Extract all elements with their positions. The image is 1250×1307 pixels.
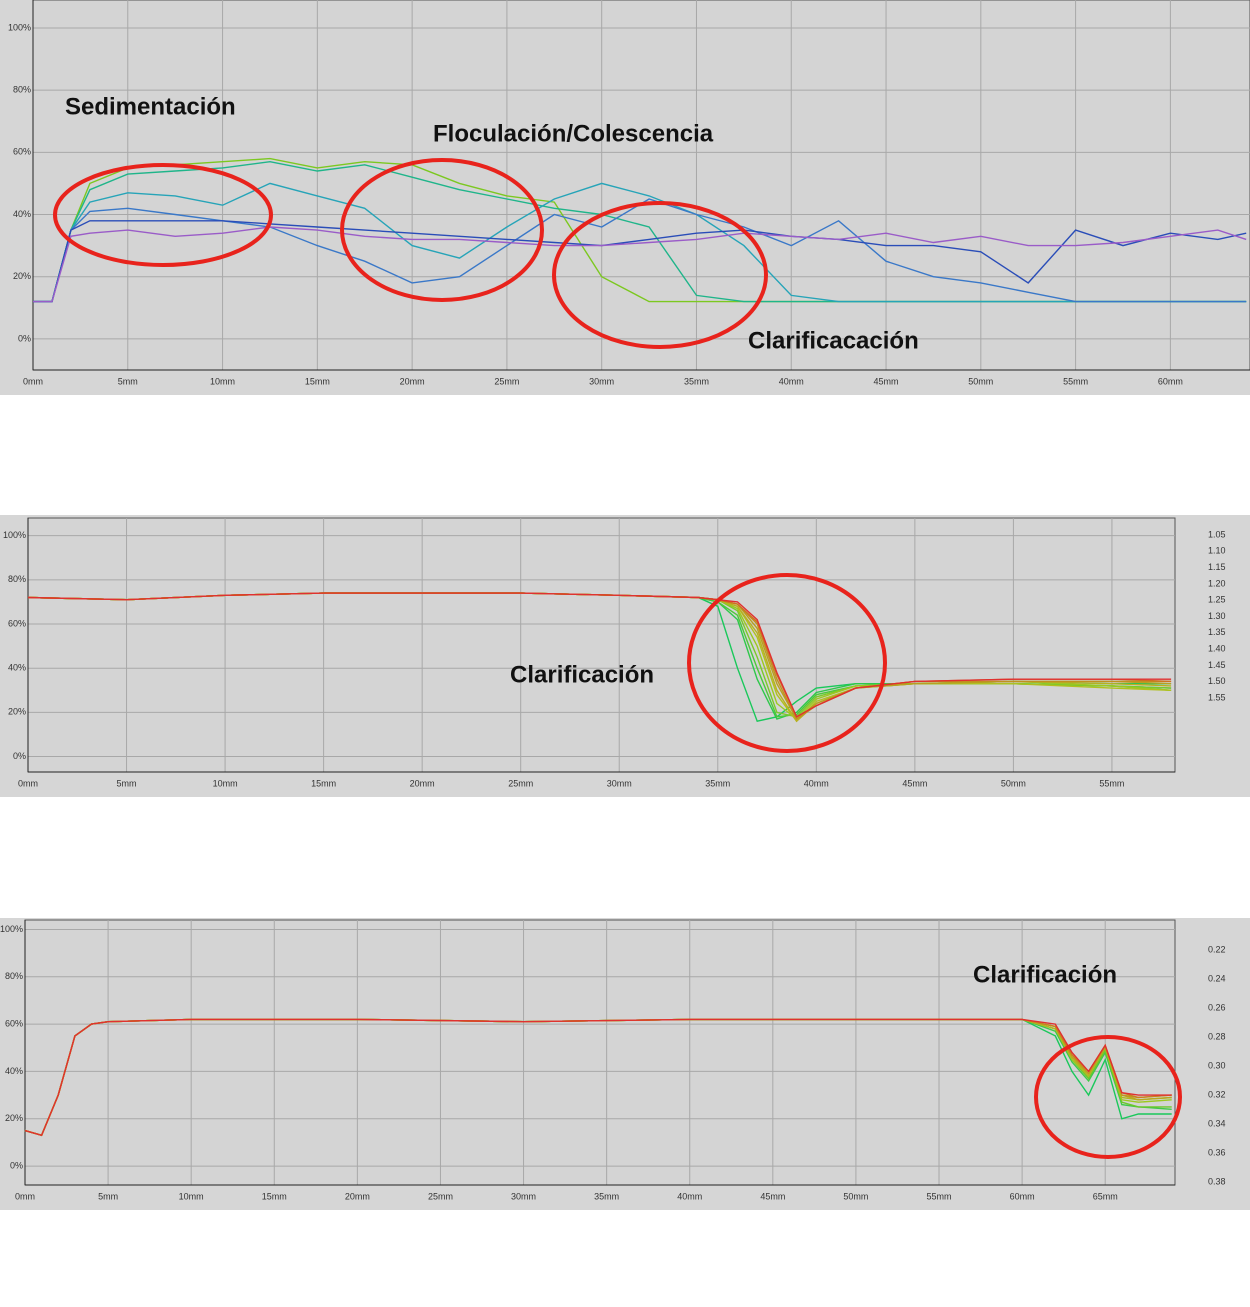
y-tick-label: 0%	[13, 751, 26, 761]
x-tick-label: 0mm	[15, 1191, 35, 1201]
x-tick-label: 5mm	[118, 376, 138, 386]
legend-entry: 0.30	[1208, 1060, 1226, 1070]
y-tick-label: 80%	[8, 574, 26, 584]
legend-entry: 1.05	[1208, 529, 1226, 539]
x-tick-label: 45mm	[760, 1191, 785, 1201]
x-tick-label: 10mm	[213, 778, 238, 788]
y-tick-label: 0%	[10, 1160, 23, 1170]
x-tick-label: 30mm	[589, 376, 614, 386]
x-tick-label: 20mm	[410, 778, 435, 788]
y-tick-label: 20%	[5, 1113, 23, 1123]
x-tick-label: 55mm	[1099, 778, 1124, 788]
x-tick-label: 50mm	[1001, 778, 1026, 788]
x-tick-label: 25mm	[508, 778, 533, 788]
plot-area	[24, 919, 1176, 1186]
y-tick-label: 100%	[3, 530, 26, 540]
x-tick-label: 50mm	[968, 376, 993, 386]
y-tick-label: 60%	[13, 147, 31, 157]
x-tick-label: 40mm	[779, 376, 804, 386]
legend-entry: 0.38	[1208, 1176, 1226, 1186]
y-tick-label: 100%	[8, 22, 31, 32]
legend-entry: 1.25	[1208, 595, 1226, 605]
x-tick-label: 45mm	[874, 376, 899, 386]
plot-area	[32, 0, 1250, 371]
x-tick-label: 40mm	[677, 1191, 702, 1201]
y-tick-label: 60%	[5, 1018, 23, 1028]
x-tick-label: 40mm	[804, 778, 829, 788]
data-line	[33, 182, 1247, 303]
x-tick-label: 50mm	[843, 1191, 868, 1201]
legend-entry: 0.32	[1208, 1089, 1226, 1099]
x-tick-label: 10mm	[179, 1191, 204, 1201]
legend-entry: 1.10	[1208, 546, 1226, 556]
x-tick-label: 30mm	[607, 778, 632, 788]
highlight-circle	[687, 573, 887, 753]
annotation: Clarificación	[973, 961, 1117, 988]
data-line	[33, 198, 1247, 303]
data-line	[27, 592, 1172, 718]
plot-area	[27, 517, 1176, 773]
annotation: Sedimentación	[65, 93, 236, 120]
y-tick-label: 0%	[18, 333, 31, 343]
y-tick-label: 40%	[5, 1066, 23, 1076]
legend-entry: 0.34	[1208, 1118, 1226, 1128]
legend-entry: 1.40	[1208, 643, 1226, 653]
highlight-circle	[1034, 1035, 1182, 1159]
x-tick-label: 60mm	[1010, 1191, 1035, 1201]
legend-entry: 1.15	[1208, 562, 1226, 572]
x-tick-label: 35mm	[684, 376, 709, 386]
y-tick-label: 20%	[13, 271, 31, 281]
x-tick-label: 45mm	[902, 778, 927, 788]
y-tick-label: 40%	[8, 663, 26, 673]
x-tick-label: 35mm	[705, 778, 730, 788]
x-tick-label: 0mm	[23, 376, 43, 386]
legend-entry: 0.36	[1208, 1147, 1226, 1157]
annotation: Clarificación	[510, 661, 654, 688]
x-tick-label: 55mm	[927, 1191, 952, 1201]
legend-entry: 1.45	[1208, 660, 1226, 670]
legend-entry: 0.24	[1208, 973, 1226, 983]
annotation: Clarificacación	[748, 327, 919, 354]
legend-entry: 1.55	[1208, 692, 1226, 702]
x-tick-label: 15mm	[311, 778, 336, 788]
y-tick-label: 60%	[8, 618, 26, 628]
x-tick-label: 5mm	[117, 778, 137, 788]
annotation: Floculación/Colescencia	[433, 120, 714, 147]
legend-entry: 1.30	[1208, 611, 1226, 621]
x-tick-label: 15mm	[305, 376, 330, 386]
highlight-circle	[53, 163, 273, 267]
y-tick-label: 40%	[13, 209, 31, 219]
x-tick-label: 35mm	[594, 1191, 619, 1201]
highlight-circle	[340, 158, 544, 302]
legend-entry: 1.50	[1208, 676, 1226, 686]
x-tick-label: 15mm	[262, 1191, 287, 1201]
legend-entry: 1.20	[1208, 578, 1226, 588]
highlight-circle	[552, 201, 768, 349]
legend-entry: 1.35	[1208, 627, 1226, 637]
x-tick-label: 0mm	[18, 778, 38, 788]
x-tick-label: 20mm	[400, 376, 425, 386]
x-tick-label: 25mm	[428, 1191, 453, 1201]
x-tick-label: 60mm	[1158, 376, 1183, 386]
y-tick-label: 80%	[5, 971, 23, 981]
data-line	[24, 1018, 1172, 1137]
legend-entry: 0.26	[1208, 1002, 1226, 1012]
y-tick-label: 100%	[0, 924, 23, 934]
x-tick-label: 20mm	[345, 1191, 370, 1201]
x-tick-label: 25mm	[494, 376, 519, 386]
y-tick-label: 20%	[8, 707, 26, 717]
x-tick-label: 10mm	[210, 376, 235, 386]
x-tick-label: 65mm	[1093, 1191, 1118, 1201]
legend-entry: 0.28	[1208, 1031, 1226, 1041]
legend-entry: 0.22	[1208, 944, 1226, 954]
x-tick-label: 30mm	[511, 1191, 536, 1201]
y-tick-label: 80%	[13, 85, 31, 95]
x-tick-label: 55mm	[1063, 376, 1088, 386]
data-line	[33, 226, 1247, 303]
x-tick-label: 5mm	[98, 1191, 118, 1201]
